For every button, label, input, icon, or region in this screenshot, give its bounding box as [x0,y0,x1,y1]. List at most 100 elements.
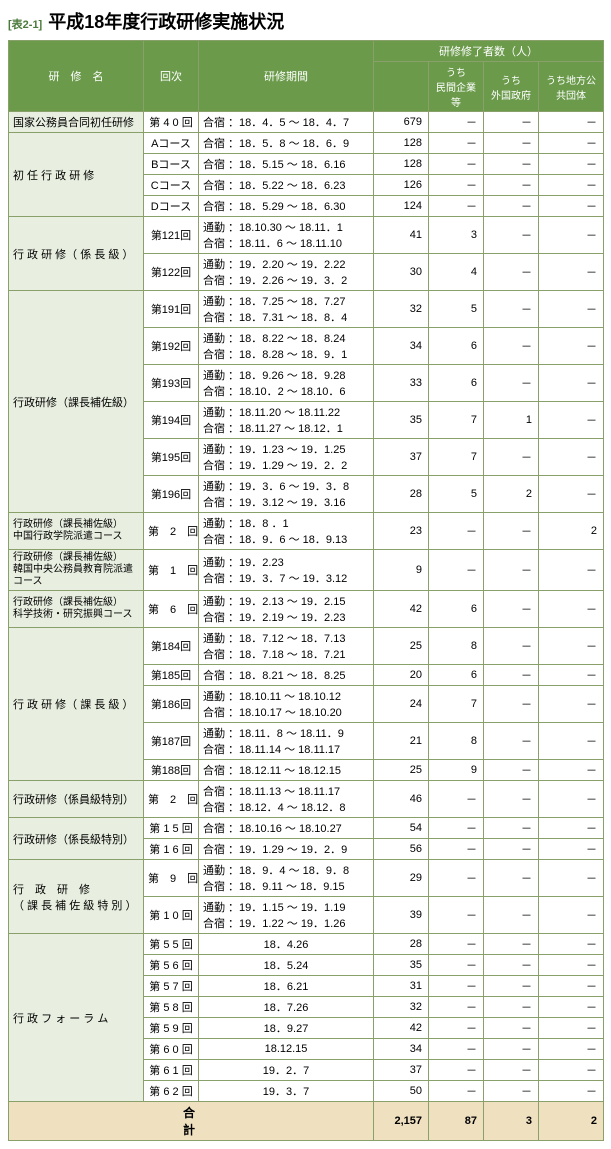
num-cell: 5 [429,476,484,513]
session-cell: 第185回 [144,665,199,686]
num-cell: － [539,591,604,628]
num-cell: － [484,976,539,997]
num-cell: － [539,997,604,1018]
session-cell: 第 5 6 回 [144,955,199,976]
num-cell: － [484,328,539,365]
th-sub2: うち 外国政府 [484,62,539,112]
num-cell: － [539,686,604,723]
num-cell: 23 [374,513,429,550]
session-cell: Dコース [144,196,199,217]
session-cell: 第 6 0 回 [144,1039,199,1060]
period-cell: 通勤 ：18.10.30 ～ 18.11．1 合宿 ：18.11．6 ～ 18.… [199,217,374,254]
table-body: 国家公務員合同初任研修第 4 0 回合宿 ：18．4．5 ～ 18．4．7679… [9,112,604,1102]
session-cell: 第186回 [144,686,199,723]
num-cell: 5 [429,291,484,328]
session-cell: 第191回 [144,291,199,328]
num-cell: 7 [429,686,484,723]
num-cell: － [429,1060,484,1081]
num-cell: － [429,196,484,217]
session-cell: 第 1 回 [144,550,199,591]
num-cell: － [539,976,604,997]
num-cell: － [484,550,539,591]
num-cell: － [484,839,539,860]
period-cell: 通勤 ：19．1.15 ～ 19．1.19 合宿 ：19．1.22 ～ 19．1… [199,897,374,934]
session-cell: 第 2 回 [144,513,199,550]
period-cell: 通勤 ：18．8 ．1 合宿 ：18．9．6 ～ 18．9.13 [199,513,374,550]
num-cell: 128 [374,154,429,175]
period-cell: 通勤 ：18．9．4 ～ 18．9．8 合宿 ：18．9.11 ～ 18．9.1… [199,860,374,897]
num-cell: 28 [374,476,429,513]
num-cell: － [484,112,539,133]
period-cell: 合宿 ：18．4．5 ～ 18．4．7 [199,112,374,133]
table-row: 国家公務員合同初任研修第 4 0 回合宿 ：18．4．5 ～ 18．4．7679… [9,112,604,133]
training-name: 行政研修（課長補佐級） [9,291,144,513]
period-cell: 通勤 ：18．9.26 ～ 18．9.28 合宿 ：18.10．2 ～ 18.1… [199,365,374,402]
session-cell: 第 4 0 回 [144,112,199,133]
th-blank [374,62,429,112]
num-cell: － [539,723,604,760]
training-table: 研 修 名 回次 研修期間 研修修了者数（人） うち 民間企業等 うち 外国政府… [8,40,604,1141]
num-cell: 4 [429,254,484,291]
num-cell: － [484,513,539,550]
training-name: 行 政 研 修 （ 課 長 補 佐 級 特 別 ） [9,860,144,934]
total-c1: 2,157 [374,1102,429,1141]
num-cell: 33 [374,365,429,402]
num-cell: 7 [429,402,484,439]
num-cell: － [429,839,484,860]
num-cell: － [429,513,484,550]
period-cell: 18．9.27 [199,1018,374,1039]
num-cell: － [484,1018,539,1039]
session-cell: 第 5 9 回 [144,1018,199,1039]
num-cell: 32 [374,997,429,1018]
num-cell: 8 [429,723,484,760]
num-cell: － [539,818,604,839]
period-cell: 合宿 ：18．5．8 ～ 18．6．9 [199,133,374,154]
training-name: 行政研修（係員級特別） [9,781,144,818]
period-cell: 18．7.26 [199,997,374,1018]
table-header: 研 修 名 回次 研修期間 研修修了者数（人） うち 民間企業等 うち 外国政府… [9,41,604,112]
page-title: 平成18年度行政研修実施状況 [48,8,284,34]
num-cell: － [484,439,539,476]
session-cell: 第187回 [144,723,199,760]
period-cell: 通勤 ：19．1.23 ～ 19．1.25 合宿 ：19．1.29 ～ 19．2… [199,439,374,476]
num-cell: 128 [374,133,429,154]
num-cell: 8 [429,628,484,665]
num-cell: － [539,154,604,175]
num-cell: － [539,402,604,439]
num-cell: 25 [374,628,429,665]
period-cell: 通勤 ：19．2.20 ～ 19．2.22 合宿 ：19．2.26 ～ 19．3… [199,254,374,291]
num-cell: 30 [374,254,429,291]
num-cell: － [484,254,539,291]
num-cell: － [429,1081,484,1102]
num-cell: － [484,217,539,254]
training-name: 行政研修（係長級特別） [9,818,144,860]
num-cell: － [539,133,604,154]
session-cell: Cコース [144,175,199,196]
num-cell: 6 [429,328,484,365]
table-row: 行政研修（課長補佐級） 中国行政学院派遣コース第 2 回通勤 ：18．8 ．1 … [9,513,604,550]
period-cell: 通勤 ：19．2.23 合宿 ：19．3．7 ～ 19．3.12 [199,550,374,591]
period-cell: 合宿 ：19．1.29 ～ 19．2．9 [199,839,374,860]
num-cell: 9 [374,550,429,591]
num-cell: 35 [374,402,429,439]
num-cell: 34 [374,1039,429,1060]
session-cell: 第 5 8 回 [144,997,199,1018]
period-cell: 合宿 ：18．8.21 ～ 18．8.25 [199,665,374,686]
num-cell: － [484,365,539,402]
num-cell: － [484,196,539,217]
num-cell: 32 [374,291,429,328]
table-row: 行 政 研 修 （ 課 長 補 佐 級 特 別 ）第 9 回通勤 ：18．9．4… [9,860,604,897]
num-cell: － [484,897,539,934]
num-cell: 34 [374,328,429,365]
table-label: [表2-1] [8,16,42,32]
num-cell: － [539,934,604,955]
num-cell: － [539,175,604,196]
period-cell: 合宿 ：18．5.29 ～ 18．6.30 [199,196,374,217]
session-cell: 第 1 6 回 [144,839,199,860]
num-cell: － [429,175,484,196]
num-cell: － [539,1081,604,1102]
num-cell: － [484,1060,539,1081]
num-cell: － [539,1039,604,1060]
num-cell: 37 [374,439,429,476]
session-cell: 第188回 [144,760,199,781]
